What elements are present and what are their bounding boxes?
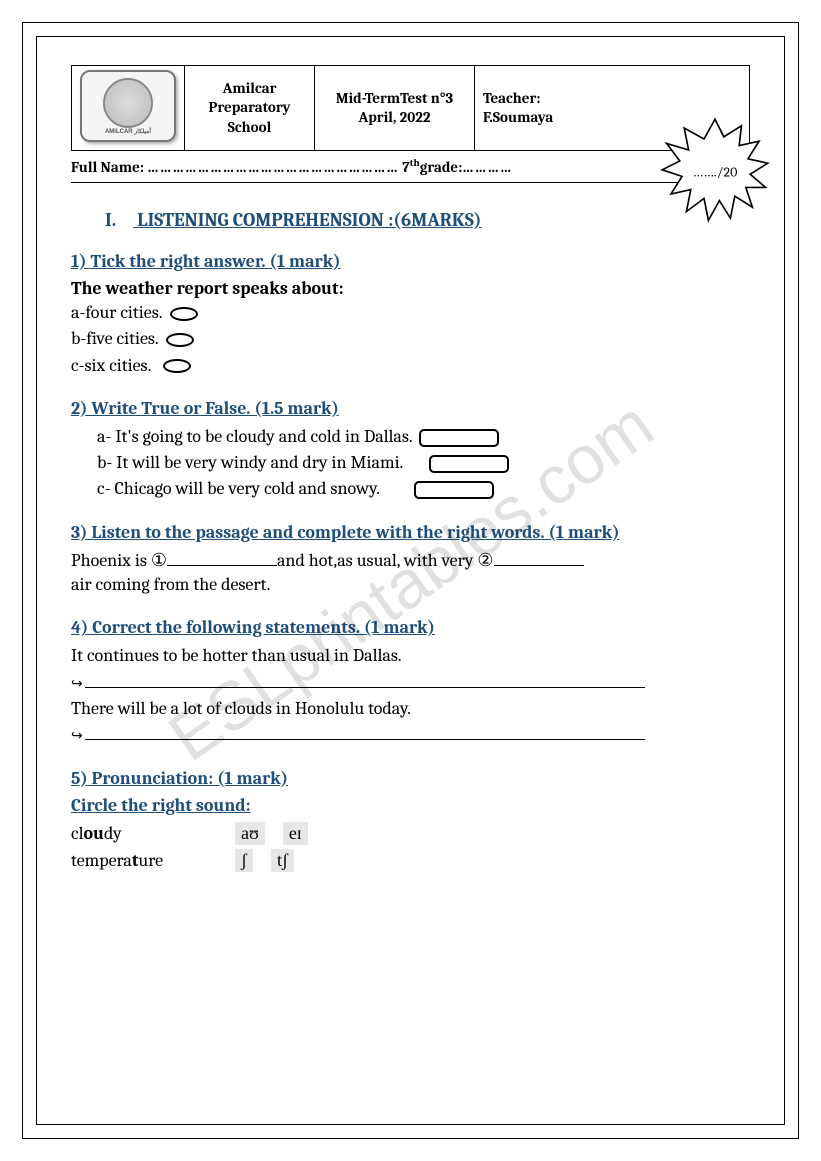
test-title-cell: Mid-TermTest n°3 April, 2022 (315, 66, 475, 151)
q3-blank-1[interactable] (167, 565, 277, 566)
q1-option-a: a-four cities. (71, 301, 750, 325)
q4-statement-2: There will be a lot of clouds in Honolul… (71, 697, 750, 721)
q2-item-b: b- It will be very windy and dry in Miam… (97, 451, 750, 475)
teacher-name: F.Soumaya (483, 108, 553, 126)
fullname-blank[interactable]: …………………………………………………… (147, 158, 399, 176)
score-dots[interactable]: ……. (693, 164, 717, 181)
school-logo: AMILCAR أميلكار (80, 70, 176, 142)
q3-heading: 3) Listen to the passage and complete wi… (71, 522, 750, 543)
section-heading: I. LISTENING COMPREHENSION :(6MARKS) (105, 209, 750, 231)
q5-row-1: cloudy aʊ eɪ (71, 822, 750, 845)
logo-caption: AMILCAR أميلكار (82, 128, 174, 135)
q2-box-b[interactable] (429, 455, 509, 473)
q1-option-b: b-five cities. (71, 327, 750, 351)
q5-r1-opt2[interactable]: eɪ (283, 822, 308, 845)
section-num: I. (105, 209, 133, 231)
score-label: ……./20 (693, 164, 738, 181)
school-l2: Preparatory (209, 98, 291, 116)
test-l1: Mid-TermTest n°3 (336, 89, 453, 107)
q4-statement-1: It continues to be hotter than usual in … (71, 644, 750, 668)
q1-option-c: c-six cities. (71, 354, 750, 378)
q3-blank-2[interactable] (494, 565, 584, 566)
q2-box-a[interactable] (419, 429, 499, 447)
q5-word-2: temperature (71, 850, 231, 871)
q3-text: Phoenix is ① and hot,as usual, with very … (71, 549, 750, 598)
grade-label: grade: (420, 158, 463, 176)
score-starburst: ……./20 (660, 117, 770, 227)
q2-heading: 2) Write True or False. (1.5 mark) (71, 398, 750, 419)
q1-oval-b[interactable] (166, 333, 194, 347)
q4-answer-2 (71, 723, 750, 747)
school-l1: Amilcar (223, 79, 277, 97)
test-l2: April, 2022 (358, 108, 430, 126)
q3-text-b: and hot,as usual, with very ② (277, 550, 494, 571)
q4-answer-1 (71, 671, 750, 695)
q5-r1-opt1[interactable]: aʊ (235, 822, 265, 845)
section-title: LISTENING COMPREHENSION :(6MARKS) (137, 209, 481, 231)
q1-prompt: The weather report speaks about: (71, 278, 750, 299)
q5-r2-opt2[interactable]: tʃ (271, 849, 294, 872)
q1-oval-c[interactable] (163, 359, 191, 373)
q2-item-a: a- It's going to be cloudy and cold in D… (97, 425, 750, 449)
q3-text-c: air coming from the desert. (71, 574, 270, 595)
q1-oval-a[interactable] (170, 307, 198, 321)
q2-item-c: c- Chicago will be very cold and snowy. (97, 477, 750, 501)
q5-word-1: cloudy (71, 823, 231, 844)
teacher-label: Teacher: (483, 89, 541, 107)
grade-num: 7 (402, 158, 409, 176)
q5-heading: 5) Pronunciation: (1 mark) (71, 768, 750, 789)
q4-heading: 4) Correct the following statements. (1 … (71, 617, 750, 638)
page-content: ESLprintables.com AMILCAR أميلكار Amilca… (36, 36, 785, 1125)
q5-r2-opt1[interactable]: ʃ (235, 849, 253, 872)
name-grade-row: Full Name: …………………………………………………… 7thgrade… (71, 153, 750, 183)
grade-sup: th (410, 157, 420, 169)
q5-row-2: temperature ʃ tʃ (71, 849, 750, 872)
school-l3: School (228, 118, 272, 136)
q1-heading: 1) Tick the right answer. (1 mark) (71, 251, 750, 272)
score-total: /20 (717, 164, 738, 181)
fullname-label: Full Name: (71, 158, 144, 176)
q3-text-a: Phoenix is ① (71, 550, 167, 571)
q5-sub: Circle the right sound: (71, 795, 750, 816)
school-name-cell: Amilcar Preparatory School (185, 66, 315, 151)
q2-box-c[interactable] (414, 481, 494, 499)
q4-blank-2[interactable] (85, 726, 645, 740)
header-table: AMILCAR أميلكار Amilcar Preparatory Scho… (71, 65, 750, 151)
logo-cell: AMILCAR أميلكار (72, 66, 185, 151)
grade-blank[interactable]: ………… (462, 158, 512, 176)
q4-blank-1[interactable] (85, 674, 645, 688)
